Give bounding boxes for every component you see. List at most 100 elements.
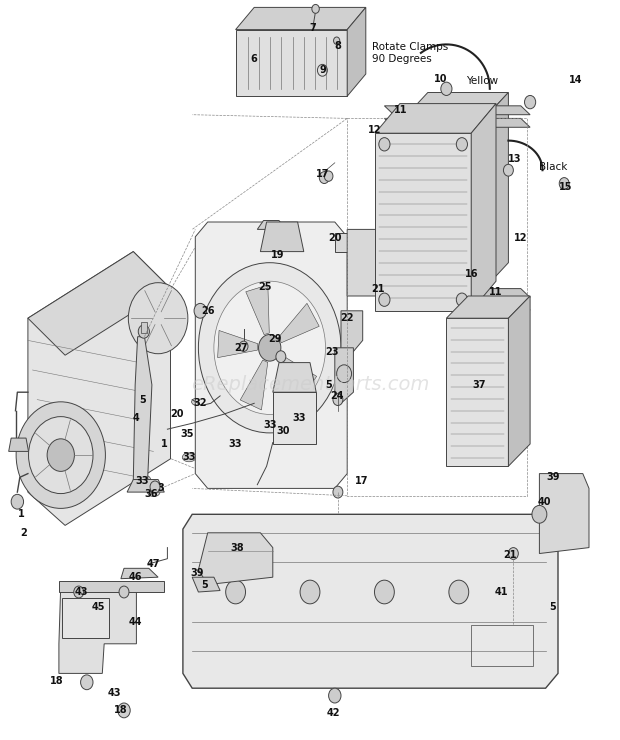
Text: 43: 43 xyxy=(75,587,89,597)
Polygon shape xyxy=(133,337,152,481)
Polygon shape xyxy=(347,229,391,296)
Text: 27: 27 xyxy=(234,343,247,353)
Polygon shape xyxy=(384,106,530,115)
Text: 37: 37 xyxy=(472,380,485,390)
Circle shape xyxy=(16,402,105,508)
Polygon shape xyxy=(260,222,304,252)
Polygon shape xyxy=(335,233,384,252)
Text: 8: 8 xyxy=(334,41,342,51)
Polygon shape xyxy=(384,289,530,297)
Polygon shape xyxy=(384,118,530,127)
Text: 21: 21 xyxy=(371,283,385,294)
Text: 4: 4 xyxy=(133,413,140,423)
Polygon shape xyxy=(273,392,316,444)
Text: 39: 39 xyxy=(546,472,560,482)
Polygon shape xyxy=(195,222,347,488)
Text: 14: 14 xyxy=(569,75,582,85)
Text: 2: 2 xyxy=(20,528,27,538)
Polygon shape xyxy=(9,438,29,451)
Circle shape xyxy=(402,280,410,290)
Circle shape xyxy=(464,132,472,142)
Text: 12: 12 xyxy=(514,233,528,243)
Polygon shape xyxy=(59,581,164,592)
Text: 33: 33 xyxy=(136,476,149,486)
Polygon shape xyxy=(375,133,471,311)
Circle shape xyxy=(559,178,569,189)
Polygon shape xyxy=(471,104,496,311)
Text: 5: 5 xyxy=(202,579,208,590)
Text: 17: 17 xyxy=(316,169,329,179)
Text: 43: 43 xyxy=(108,688,122,699)
Circle shape xyxy=(324,171,333,181)
Circle shape xyxy=(456,293,467,306)
Circle shape xyxy=(29,417,93,494)
Ellipse shape xyxy=(148,488,160,497)
Ellipse shape xyxy=(182,453,196,462)
Text: Yellow: Yellow xyxy=(466,76,498,87)
Text: 33: 33 xyxy=(263,420,277,431)
Polygon shape xyxy=(218,331,258,357)
Circle shape xyxy=(379,293,390,306)
Circle shape xyxy=(226,580,246,604)
Polygon shape xyxy=(341,311,363,355)
Circle shape xyxy=(312,4,319,13)
Text: 11: 11 xyxy=(394,104,408,115)
Text: 12: 12 xyxy=(368,124,382,135)
Circle shape xyxy=(508,548,518,559)
Circle shape xyxy=(525,95,536,109)
Text: 15: 15 xyxy=(559,182,573,192)
Circle shape xyxy=(214,281,326,414)
Ellipse shape xyxy=(137,475,151,484)
Text: 33: 33 xyxy=(182,452,196,462)
Text: 11: 11 xyxy=(489,287,503,297)
Circle shape xyxy=(47,439,74,471)
Circle shape xyxy=(300,580,320,604)
Circle shape xyxy=(118,703,130,718)
Polygon shape xyxy=(28,252,171,525)
Text: 29: 29 xyxy=(268,334,282,344)
Polygon shape xyxy=(273,363,316,392)
Text: 47: 47 xyxy=(147,559,161,569)
Polygon shape xyxy=(539,474,589,554)
Polygon shape xyxy=(28,252,171,355)
Text: eReplacementParts.com: eReplacementParts.com xyxy=(191,375,429,394)
Polygon shape xyxy=(375,104,496,133)
Text: 46: 46 xyxy=(128,572,142,582)
Polygon shape xyxy=(397,92,508,126)
Polygon shape xyxy=(277,354,317,397)
Polygon shape xyxy=(236,30,347,96)
Ellipse shape xyxy=(192,398,203,406)
Polygon shape xyxy=(192,577,220,592)
Text: 35: 35 xyxy=(180,428,194,439)
Text: 21: 21 xyxy=(503,550,516,560)
Text: 18: 18 xyxy=(114,705,128,716)
Circle shape xyxy=(441,82,452,95)
Circle shape xyxy=(333,394,343,406)
Polygon shape xyxy=(446,318,508,466)
Text: 6: 6 xyxy=(251,54,257,64)
Text: 33: 33 xyxy=(229,439,242,449)
Circle shape xyxy=(138,325,149,338)
Circle shape xyxy=(81,675,93,690)
Polygon shape xyxy=(141,322,147,333)
Text: Black: Black xyxy=(539,161,568,172)
Polygon shape xyxy=(508,296,530,466)
Circle shape xyxy=(194,303,206,318)
Text: 5: 5 xyxy=(326,380,332,390)
Text: 17: 17 xyxy=(355,476,368,486)
Ellipse shape xyxy=(273,435,316,450)
Circle shape xyxy=(329,688,341,703)
Text: 5: 5 xyxy=(140,394,146,405)
Polygon shape xyxy=(240,360,268,410)
Ellipse shape xyxy=(265,419,278,428)
Circle shape xyxy=(119,586,129,598)
Text: 9: 9 xyxy=(319,65,326,75)
Text: 32: 32 xyxy=(193,398,207,408)
Text: 39: 39 xyxy=(190,568,204,579)
Text: 18: 18 xyxy=(50,676,64,686)
Text: 45: 45 xyxy=(91,602,105,612)
Polygon shape xyxy=(62,598,108,638)
Text: 44: 44 xyxy=(128,616,142,627)
Polygon shape xyxy=(246,285,269,334)
Polygon shape xyxy=(198,533,273,585)
